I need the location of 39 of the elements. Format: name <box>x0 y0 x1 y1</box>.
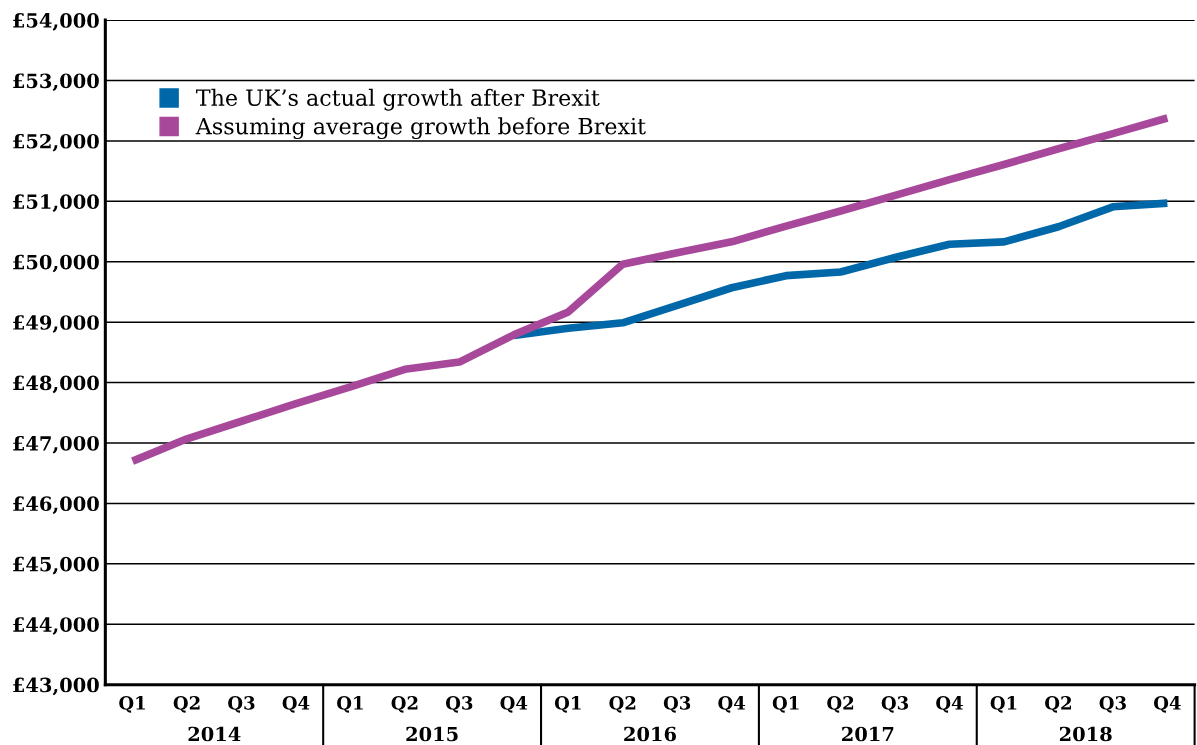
x-tick-label: Q2 <box>391 696 418 713</box>
x-tick-label: Q3 <box>1099 696 1126 713</box>
legend-label: The UK’s actual growth after Brexit <box>196 88 600 111</box>
y-tick-label: £53,000 <box>13 73 99 92</box>
x-tick-label: Q1 <box>990 696 1017 713</box>
x-tick-label: Q1 <box>119 696 145 713</box>
y-tick-label: £49,000 <box>13 315 99 333</box>
x-tick-label: Q2 <box>609 696 636 713</box>
x-tick-label: Q4 <box>1153 696 1181 713</box>
x-tick-label: Q3 <box>228 696 255 713</box>
y-tick-label: £52,000 <box>13 133 99 152</box>
legend-label: Assuming average growth before Brexit <box>195 117 646 140</box>
text: 2015 <box>406 726 458 742</box>
x-tick-label: Q4 <box>282 696 310 713</box>
text: 2018 <box>1059 726 1112 742</box>
y-tick-label: £44,000 <box>13 617 99 635</box>
y-tick-label: £51,000 <box>13 194 99 212</box>
y-tick-label: £48,000 <box>13 375 99 394</box>
y-tick-label: £46,000 <box>13 496 99 515</box>
x-tick-label: Q2 <box>827 696 854 713</box>
x-tick-label: Q3 <box>881 696 909 713</box>
x-tick-label: Q4 <box>936 696 963 713</box>
x-tick-label: Q2 <box>1045 696 1071 713</box>
text: 2017 <box>842 726 894 742</box>
y-tick-label: £54,000 <box>13 13 99 31</box>
text: 2016 <box>624 726 676 742</box>
y-tick-label: £45,000 <box>13 556 99 575</box>
x-tick-label: Q4 <box>718 696 746 713</box>
y-tick-label: £43,000 <box>13 677 99 696</box>
x-tick-label: Q3 <box>445 696 473 713</box>
x-tick-label: Q4 <box>500 696 528 713</box>
y-tick-label: £50,000 <box>13 254 99 273</box>
x-tick-label: Q1 <box>554 696 581 713</box>
x-tick-label: Q1 <box>337 696 363 713</box>
text: 2014 <box>188 726 241 742</box>
x-tick-label: Q1 <box>772 696 799 713</box>
x-tick-label: Q2 <box>173 696 200 713</box>
y-tick-label: £47,000 <box>13 435 99 454</box>
x-tick-label: Q3 <box>663 696 691 713</box>
